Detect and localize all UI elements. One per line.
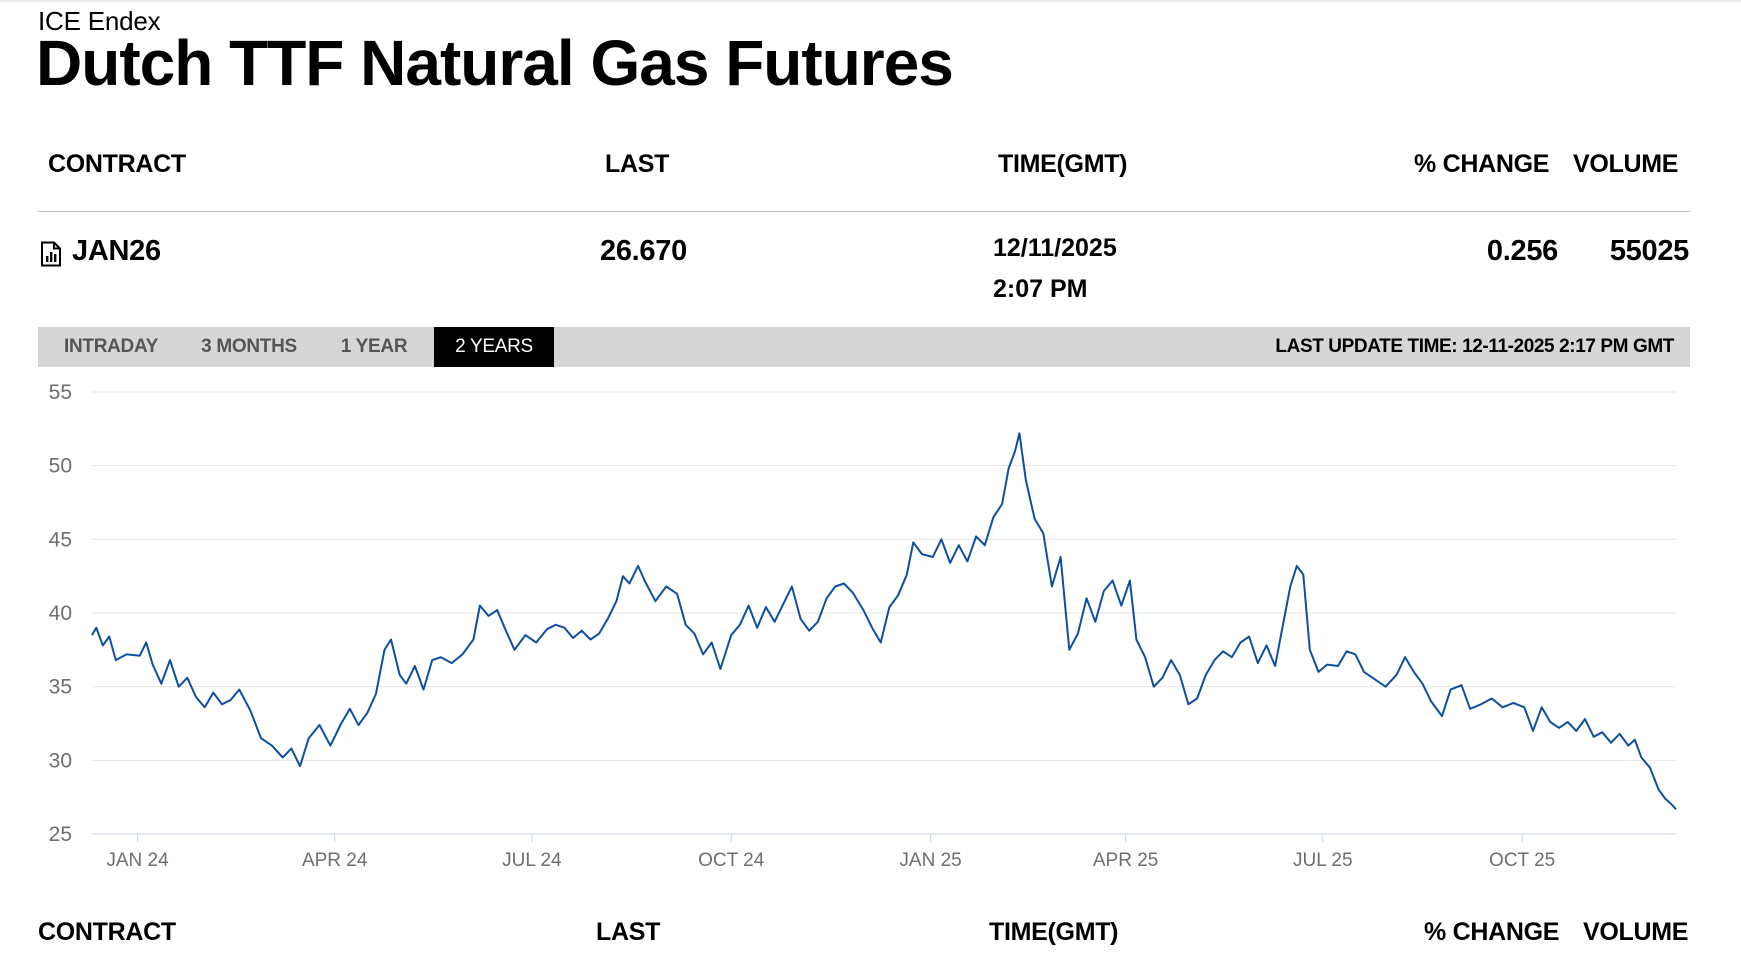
percent-change: 0.256 xyxy=(1486,235,1558,267)
tab-2-years[interactable]: 2 YEARS xyxy=(434,327,554,367)
x-tick-label: JAN 24 xyxy=(106,850,169,870)
tab-3-months[interactable]: 3 MONTHS xyxy=(201,336,297,357)
exchange-name: ICE Endex xyxy=(38,6,161,36)
chart-gridlines xyxy=(92,391,1676,835)
trade-date: 12/11/2025 xyxy=(993,234,1117,262)
footer-header-contract: CONTRACT xyxy=(38,918,176,946)
x-tick-label: JAN 25 xyxy=(899,850,961,870)
y-tick-label: 40 xyxy=(49,602,72,625)
timeframe-tabbar: INTRADAY 3 MONTHS 1 YEAR 2 YEARS LAST UP… xyxy=(38,327,1690,367)
page-title: Dutch TTF Natural Gas Futures xyxy=(36,27,954,99)
x-tick-label: APR 25 xyxy=(1093,850,1158,870)
x-axis-ticks: JAN 24 APR 24 JUL 24 OCT 24 JAN 25 APR 25 JUL … xyxy=(106,834,1555,870)
x-tick-label: APR 24 xyxy=(302,850,368,870)
column-header-last: LAST xyxy=(605,150,670,178)
top-border xyxy=(0,0,1741,2)
y-tick-label: 35 xyxy=(49,676,72,699)
tab-intraday[interactable]: INTRADAY xyxy=(63,336,159,357)
column-header-change: % CHANGE xyxy=(1414,150,1550,178)
x-tick-label: JUL 25 xyxy=(1293,850,1353,870)
table-divider xyxy=(38,211,1690,212)
last-price: 26.670 xyxy=(600,235,687,267)
x-tick-label: OCT 24 xyxy=(698,850,765,870)
column-header-time: TIME(GMT) xyxy=(998,150,1128,178)
y-tick-label: 50 xyxy=(49,455,72,478)
contract-name[interactable]: JAN26 xyxy=(72,235,161,267)
y-axis-ticks: 55 50 45 40 35 30 25 xyxy=(49,381,72,846)
footer-header-time: TIME(GMT) xyxy=(989,918,1119,946)
price-series-line xyxy=(91,432,1677,811)
y-tick-label: 45 xyxy=(49,528,72,551)
column-header-contract: CONTRACT xyxy=(48,150,186,178)
volume-value: 55025 xyxy=(1609,235,1689,267)
column-header-volume: VOLUME xyxy=(1573,150,1679,178)
x-tick-label: JUL 24 xyxy=(502,850,562,870)
footer-header-volume: VOLUME xyxy=(1583,918,1689,946)
footer-header-change: % CHANGE xyxy=(1424,918,1560,946)
trade-time: 2:07 PM xyxy=(993,275,1088,303)
chart-series xyxy=(91,432,1677,811)
footer-header-last: LAST xyxy=(596,918,661,946)
y-tick-label: 55 xyxy=(49,381,72,404)
y-tick-label: 25 xyxy=(49,823,72,846)
tab-1-year[interactable]: 1 YEAR xyxy=(340,336,408,357)
report-document-icon[interactable] xyxy=(40,241,62,267)
x-tick-label: OCT 25 xyxy=(1489,850,1555,870)
y-tick-label: 30 xyxy=(49,749,72,772)
last-update-time: LAST UPDATE TIME: 12-11-2025 2:17 PM GMT xyxy=(1275,336,1674,357)
